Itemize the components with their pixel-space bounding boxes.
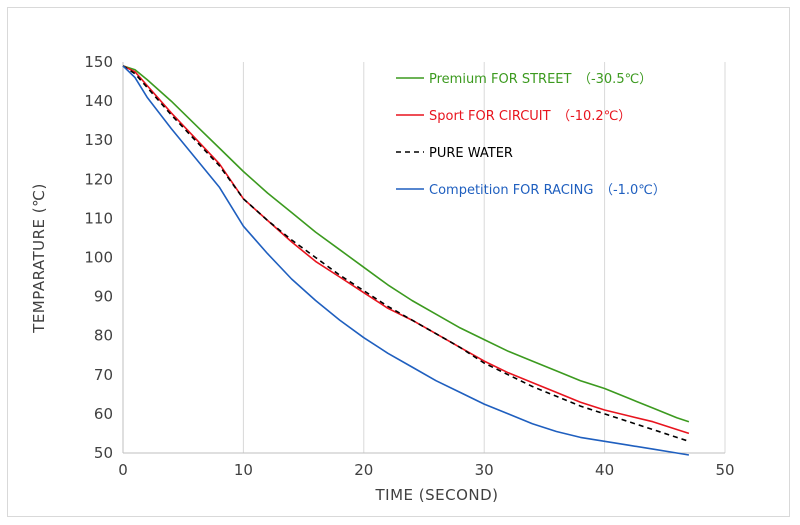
x-tick-label: 40 [595,461,614,479]
y-tick-label: 120 [84,170,113,188]
axes [122,62,725,454]
y-tick-label: 140 [84,92,113,110]
y-tick-label: 110 [84,209,113,227]
x-tick-labels: 0 10 20 30 40 50 [118,461,734,479]
legend-label-2: Sport FOR CIRCUIT （-10.2℃） [429,109,631,124]
series-lines [122,65,690,456]
y-tick-label: 130 [84,131,113,149]
y-tick-label: 90 [94,288,113,306]
series-line-2 [122,65,690,435]
y-tick-label: 100 [84,249,113,267]
x-tick-label: 0 [118,461,128,479]
y-tick-label: 60 [94,405,113,423]
y-tick-label: 80 [94,327,113,345]
grid [242,62,726,453]
series-line-3 [122,65,690,443]
x-tick-label: 50 [715,461,734,479]
x-tick-label: 30 [475,461,494,479]
series-line-1 [122,65,690,423]
legend: Premium FOR STREET （-30.5℃） Sport FOR CIR… [396,72,666,198]
y-tick-labels: 50 60 70 80 90 100 110 120 130 140 150 [84,53,113,462]
series-line-4 [122,65,690,456]
x-axis-label: TIME (SECOND) [374,486,498,504]
y-axis-label: TEMPARATURE (℃) [30,183,48,334]
x-tick-label: 20 [354,461,373,479]
y-tick-label: 70 [94,366,113,384]
x-tick-label: 10 [234,461,253,479]
y-tick-label: 150 [84,53,113,71]
legend-label-4: Competition FOR RACING （-1.0℃） [429,183,666,198]
legend-label-3: PURE WATER [429,146,513,161]
y-tick-label: 50 [94,444,113,462]
legend-label-1: Premium FOR STREET （-30.5℃） [429,72,652,87]
